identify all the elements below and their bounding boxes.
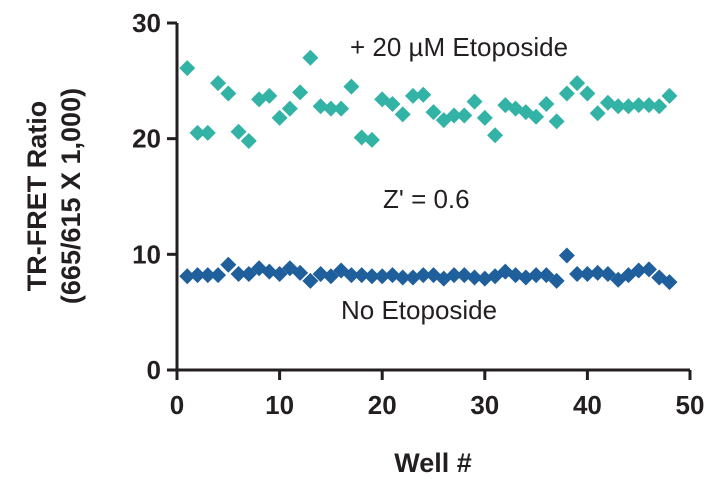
data-point bbox=[322, 268, 339, 285]
data-point bbox=[210, 75, 227, 92]
data-point bbox=[302, 272, 319, 289]
data-point bbox=[271, 265, 288, 282]
data-point bbox=[271, 109, 288, 126]
x-tick-label: 30 bbox=[470, 390, 499, 420]
data-point bbox=[363, 131, 380, 148]
y-tick-label: 10 bbox=[132, 239, 161, 269]
data-point bbox=[199, 124, 216, 141]
data-point bbox=[569, 75, 586, 92]
x-tick-label: 10 bbox=[265, 390, 294, 420]
data-point bbox=[579, 85, 596, 102]
data-point bbox=[661, 87, 678, 104]
zprime-annotation: Z' = 0.6 bbox=[383, 184, 470, 214]
y-axis-title-line2: (665/615 X 1,000) bbox=[56, 88, 86, 304]
data-point bbox=[374, 268, 391, 285]
data-point bbox=[189, 124, 206, 141]
y-axis-title-line1: TR-FRET Ratio bbox=[22, 101, 52, 291]
data-point bbox=[538, 267, 555, 284]
axis-ticks: 0 10 20 30 0 10 20 30 40 50 bbox=[132, 8, 704, 420]
data-point bbox=[538, 95, 555, 112]
data-series bbox=[179, 49, 678, 291]
y-tick-label: 0 bbox=[147, 355, 161, 385]
y-axis-title: TR-FRET Ratio (665/615 X 1,000) bbox=[22, 88, 86, 304]
data-point bbox=[322, 100, 339, 117]
x-tick-label: 0 bbox=[170, 390, 184, 420]
data-point bbox=[343, 267, 360, 284]
data-point bbox=[528, 267, 545, 284]
data-point bbox=[487, 127, 504, 144]
etoposide-annotation: + 20 µM Etoposide bbox=[350, 32, 568, 62]
data-point bbox=[292, 84, 309, 101]
x-tick-label: 50 bbox=[676, 390, 705, 420]
data-point bbox=[394, 106, 411, 123]
data-point bbox=[220, 256, 237, 273]
data-point bbox=[220, 85, 237, 102]
data-point bbox=[261, 87, 278, 104]
data-point bbox=[466, 269, 483, 286]
data-point bbox=[528, 108, 545, 125]
data-point bbox=[569, 265, 586, 282]
data-point bbox=[661, 274, 678, 291]
data-point bbox=[394, 269, 411, 286]
data-point bbox=[415, 86, 432, 103]
data-point bbox=[651, 98, 668, 115]
data-point bbox=[353, 267, 370, 284]
data-point bbox=[179, 268, 196, 285]
data-point bbox=[640, 261, 657, 278]
data-point bbox=[630, 97, 647, 114]
data-point bbox=[558, 85, 575, 102]
data-point bbox=[230, 265, 247, 282]
data-point bbox=[363, 268, 380, 285]
data-point bbox=[343, 78, 360, 95]
data-point bbox=[425, 104, 442, 121]
data-point bbox=[476, 109, 493, 126]
data-point bbox=[630, 262, 647, 279]
data-point bbox=[210, 267, 227, 284]
data-point bbox=[230, 123, 247, 140]
data-point bbox=[302, 49, 319, 66]
data-point bbox=[179, 60, 196, 77]
plot-axes bbox=[175, 23, 690, 372]
data-point bbox=[446, 107, 463, 124]
data-point bbox=[548, 113, 565, 130]
series-0 bbox=[179, 49, 678, 149]
data-point bbox=[189, 267, 206, 284]
data-point bbox=[240, 265, 257, 282]
data-point bbox=[456, 107, 473, 124]
data-point bbox=[620, 98, 637, 115]
data-point bbox=[558, 247, 575, 264]
data-point bbox=[404, 87, 421, 104]
series-1 bbox=[179, 247, 678, 291]
data-point bbox=[466, 93, 483, 110]
data-point bbox=[240, 132, 257, 149]
data-point bbox=[589, 264, 606, 281]
data-point bbox=[415, 267, 432, 284]
x-tick-label: 40 bbox=[573, 390, 602, 420]
data-point bbox=[384, 95, 401, 112]
data-point bbox=[292, 264, 309, 281]
data-point bbox=[640, 97, 657, 114]
data-point bbox=[589, 105, 606, 122]
x-tick-label: 20 bbox=[368, 390, 397, 420]
data-point bbox=[446, 267, 463, 284]
data-point bbox=[199, 267, 216, 284]
data-point bbox=[579, 265, 596, 282]
data-point bbox=[599, 265, 616, 282]
data-point bbox=[281, 100, 298, 117]
x-axis-title: Well # bbox=[394, 448, 472, 478]
data-point bbox=[333, 100, 350, 117]
data-point bbox=[610, 98, 627, 115]
y-tick-label: 30 bbox=[132, 8, 161, 38]
no-etoposide-annotation: No Etoposide bbox=[341, 295, 497, 325]
y-tick-label: 20 bbox=[132, 124, 161, 154]
data-point bbox=[548, 272, 565, 289]
